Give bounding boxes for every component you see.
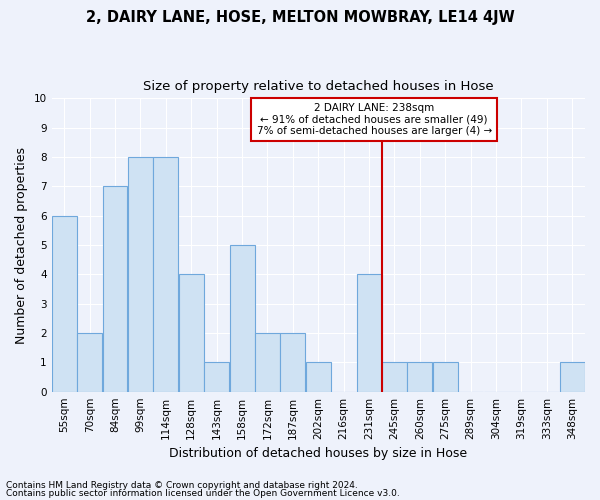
Bar (154, 157, 178, 392)
Text: 2 DAIRY LANE: 238sqm
← 91% of detached houses are smaller (49)
7% of semi-detach: 2 DAIRY LANE: 238sqm ← 91% of detached h… (257, 102, 492, 136)
Text: Contains public sector information licensed under the Open Government Licence v3: Contains public sector information licen… (6, 488, 400, 498)
Text: Contains HM Land Registry data © Crown copyright and database right 2024.: Contains HM Land Registry data © Crown c… (6, 481, 358, 490)
Bar (306, 362, 331, 392)
Bar (382, 362, 407, 392)
Y-axis label: Number of detached properties: Number of detached properties (15, 146, 28, 344)
Bar (179, 274, 204, 392)
Bar (280, 333, 305, 392)
Bar (103, 186, 127, 392)
X-axis label: Distribution of detached houses by size in Hose: Distribution of detached houses by size … (169, 447, 467, 460)
Bar (230, 245, 254, 392)
Text: 2, DAIRY LANE, HOSE, MELTON MOWBRAY, LE14 4JW: 2, DAIRY LANE, HOSE, MELTON MOWBRAY, LE1… (86, 10, 514, 25)
Bar (255, 333, 280, 392)
Bar (560, 362, 585, 392)
Bar (77, 333, 102, 392)
Bar (356, 274, 382, 392)
Bar (128, 157, 153, 392)
Title: Size of property relative to detached houses in Hose: Size of property relative to detached ho… (143, 80, 494, 93)
Bar (204, 362, 229, 392)
Bar (52, 216, 77, 392)
Bar (407, 362, 433, 392)
Bar (433, 362, 458, 392)
